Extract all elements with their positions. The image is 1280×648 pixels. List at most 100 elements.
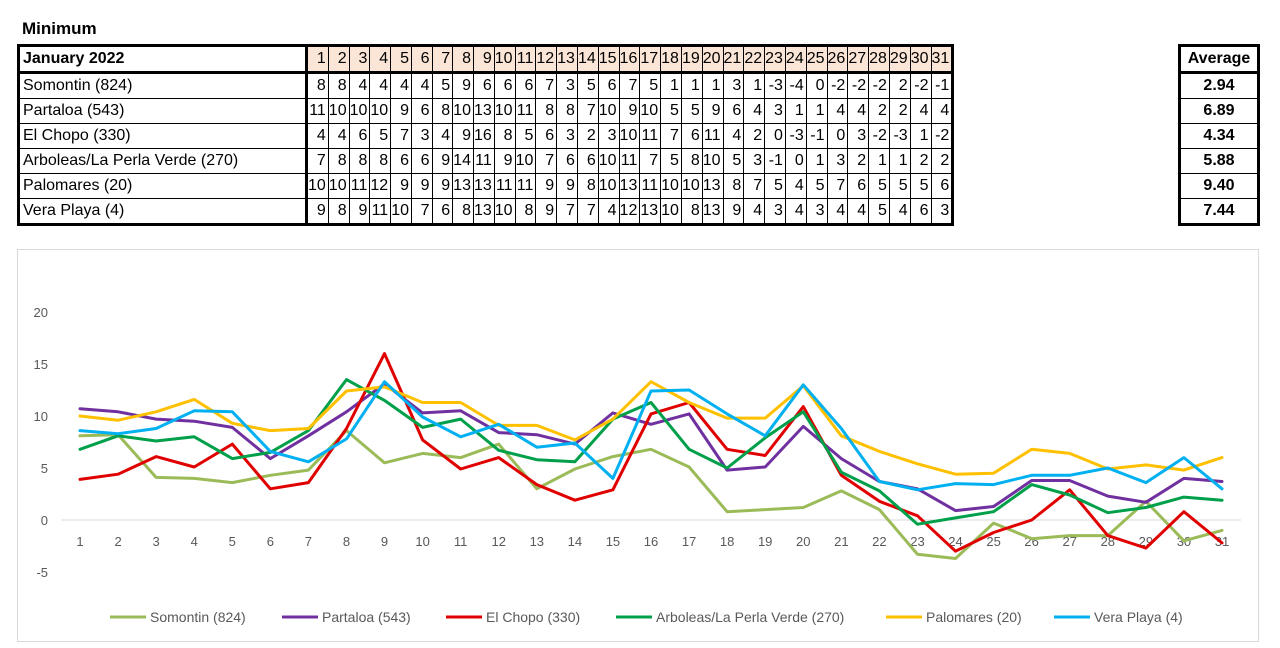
temperature-cell: 10 xyxy=(618,123,641,149)
temperature-cell: -1 xyxy=(805,123,828,149)
temperature-cell: 0 xyxy=(784,148,807,174)
series-line-1 xyxy=(78,382,1224,513)
temperature-cell: 8 xyxy=(327,72,350,99)
temperature-cell: 3 xyxy=(556,72,578,99)
temperature-cell: 7 xyxy=(743,173,766,199)
temperature-cell: 2 xyxy=(847,148,870,174)
temperature-cell: 5 xyxy=(909,173,932,199)
temperature-cell: 10 xyxy=(493,98,516,124)
temperature-cell: 6 xyxy=(514,72,537,99)
temperature-cell: 11 xyxy=(369,198,392,225)
temperature-cell: 8 xyxy=(452,198,474,225)
day-header: 16 xyxy=(618,45,641,74)
temperature-cell: 10 xyxy=(452,98,474,124)
temperature-cell: 4 xyxy=(410,72,433,99)
temperature-cell: 6 xyxy=(348,123,371,149)
table-header-label: January 2022 xyxy=(18,45,308,74)
temperature-cell: 6 xyxy=(472,72,495,99)
x-tick-label: 24 xyxy=(948,534,962,549)
temperature-cell: 5 xyxy=(369,123,392,149)
temperature-cell: 13 xyxy=(472,198,495,225)
temperature-cell: -2 xyxy=(868,72,890,99)
x-tick-label: 13 xyxy=(530,534,544,549)
temperature-cell: 1 xyxy=(805,98,828,124)
temperature-cell: 6 xyxy=(930,173,954,199)
x-tick-label: 6 xyxy=(267,534,274,549)
legend-entry: Arboleas/La Perla Verde (270) xyxy=(656,609,844,625)
temperature-cell: 4 xyxy=(784,198,807,225)
temperature-cell: 9 xyxy=(410,173,433,199)
day-header: 17 xyxy=(639,45,662,74)
day-header: 9 xyxy=(472,45,495,74)
x-tick-label: 14 xyxy=(568,534,582,549)
temperature-cell: 7 xyxy=(410,198,433,225)
day-header: 25 xyxy=(805,45,828,74)
table-row: Somontin (824) 8 8 4 4 4 4 5 9 6 6 6 7 3 5 6 7 5 1 1 1 3 1 -3 -4… xyxy=(18,72,954,99)
day-header: 6 xyxy=(410,45,433,74)
temperature-cell: 10 xyxy=(327,173,350,199)
temperature-cell: 8 xyxy=(514,198,537,225)
temperature-cell: 11 xyxy=(493,173,516,199)
temperature-cell: 3 xyxy=(410,123,433,149)
x-tick-label: 22 xyxy=(872,534,886,549)
temperature-cell: 9 xyxy=(535,198,558,225)
temperature-cell: 13 xyxy=(618,173,641,199)
average-row: 7.44 xyxy=(1179,198,1259,225)
day-header: 15 xyxy=(597,45,620,74)
temperature-cell: 3 xyxy=(722,72,745,99)
x-tick-label: 9 xyxy=(381,534,388,549)
temperature-cell: 9 xyxy=(306,198,329,225)
temperature-cell: 3 xyxy=(805,198,828,225)
table-header-row: January 2022 1 2 3 4 5 6 7 8 9 10 11 12 13 14 15 16 17 18 1… xyxy=(18,45,954,74)
temperature-cell: -4 xyxy=(784,72,807,99)
temperature-cell: 9 xyxy=(535,173,558,199)
temperature-cell: -2 xyxy=(930,123,954,149)
temperature-cell: 7 xyxy=(576,198,599,225)
day-header: 12 xyxy=(535,45,558,74)
temperature-cell: 5 xyxy=(660,98,682,124)
y-tick-label: 10 xyxy=(34,409,48,424)
temperature-cell: 5 xyxy=(722,148,745,174)
temperature-cell: 3 xyxy=(764,198,786,225)
x-tick-label: 5 xyxy=(229,534,236,549)
average-table: Average 2.94 6.89 4.34 5.88 9.40 7.44 xyxy=(1178,44,1260,226)
temperature-cell: 9 xyxy=(348,198,371,225)
temperature-cell: 6 xyxy=(847,173,870,199)
minimum-temperature-table: January 2022 1 2 3 4 5 6 7 8 9 10 11 12 13 14 15 16 17 18 1… xyxy=(17,44,955,226)
temperature-cell: 4 xyxy=(722,123,745,149)
day-header: 13 xyxy=(556,45,578,74)
temperature-cell: 9 xyxy=(722,198,745,225)
temperature-cell: 11 xyxy=(514,98,537,124)
x-tick-label: 12 xyxy=(491,534,505,549)
temperature-cell: 11 xyxy=(514,173,537,199)
temperature-cell: 12 xyxy=(369,173,392,199)
temperature-cell: 5 xyxy=(514,123,537,149)
station-name: Arboleas/La Perla Verde (270) xyxy=(18,148,308,174)
average-cell: 6.89 xyxy=(1179,98,1259,124)
day-header: 2 xyxy=(327,45,350,74)
temperature-cell: 6 xyxy=(597,72,620,99)
y-tick-label: 20 xyxy=(34,305,48,320)
temperature-cell: 4 xyxy=(930,98,954,124)
temperature-cell: -3 xyxy=(764,72,786,99)
temperature-cell: 7 xyxy=(306,148,329,174)
x-tick-label: 20 xyxy=(796,534,810,549)
average-row: 4.34 xyxy=(1179,123,1259,149)
legend-entry: Somontin (824) xyxy=(150,609,246,625)
temperature-cell: -3 xyxy=(784,123,807,149)
y-tick-label: 15 xyxy=(34,357,48,372)
temperature-cell: 2 xyxy=(930,148,954,174)
station-name: Somontin (824) xyxy=(18,72,308,99)
day-header: 21 xyxy=(722,45,745,74)
temperature-cell: 5 xyxy=(576,72,599,99)
legend-entry: Vera Playa (4) xyxy=(1094,609,1183,625)
temperature-cell: 10 xyxy=(348,98,371,124)
temperature-cell: -3 xyxy=(888,123,911,149)
temperature-cell: 4 xyxy=(847,98,870,124)
temperature-cell: 5 xyxy=(764,173,786,199)
temperature-cell: 2 xyxy=(743,123,766,149)
day-header: 11 xyxy=(514,45,537,74)
temperature-cell: 14 xyxy=(452,148,474,174)
temperature-cell: 4 xyxy=(888,198,911,225)
